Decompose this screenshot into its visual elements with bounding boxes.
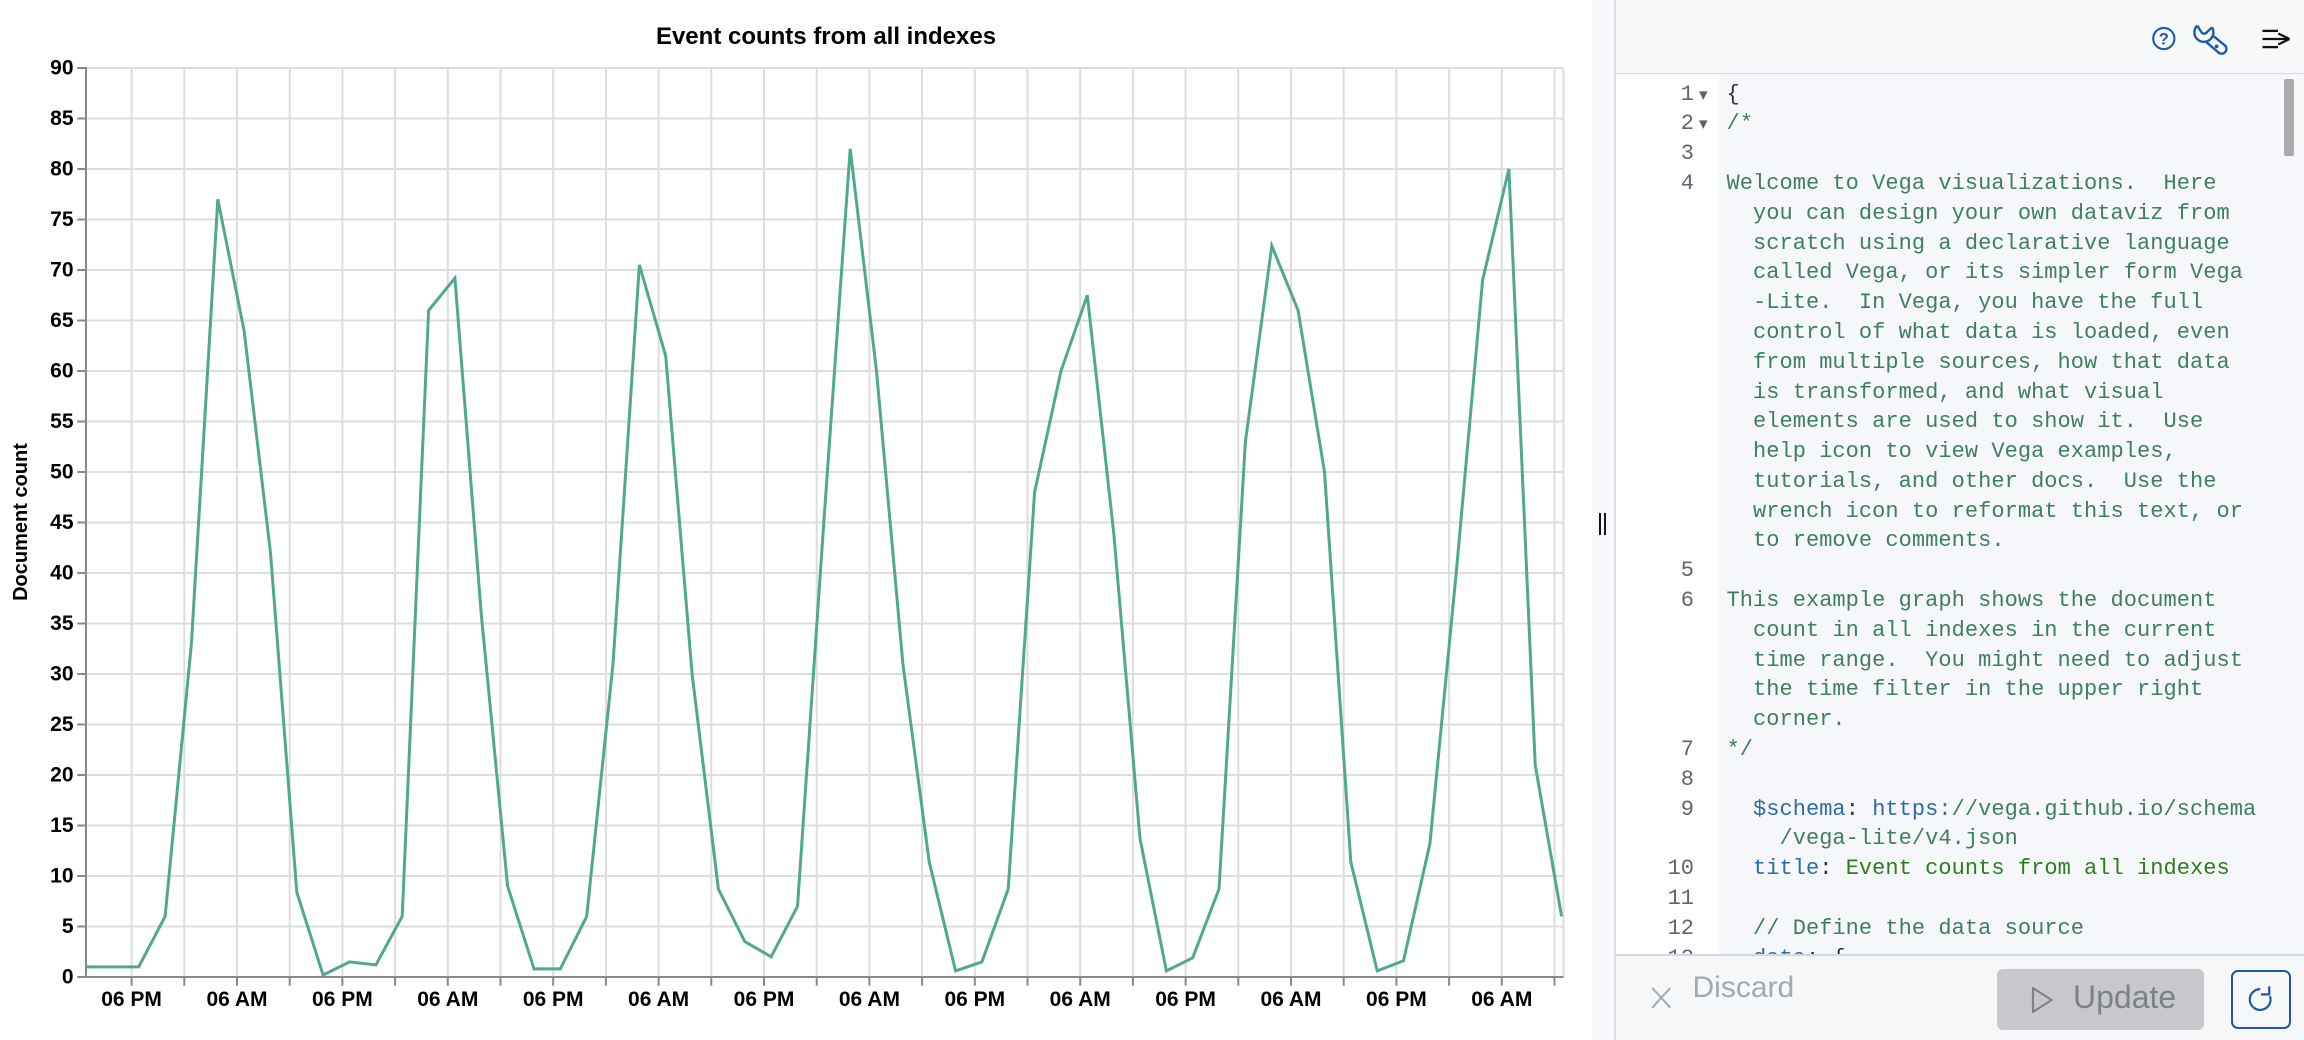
svg-text:10: 10 — [50, 865, 73, 888]
svg-text:40: 40 — [50, 562, 73, 585]
svg-text:Document count: Document count — [10, 443, 32, 601]
svg-text:06 PM: 06 PM — [944, 988, 1005, 1011]
svg-text:35: 35 — [50, 612, 74, 635]
svg-text:70: 70 — [50, 259, 73, 282]
svg-text:?: ? — [2159, 30, 2169, 48]
svg-text:06 AM: 06 AM — [1050, 988, 1111, 1011]
svg-text:80: 80 — [50, 158, 73, 181]
svg-text:06 PM: 06 PM — [101, 988, 162, 1011]
svg-text:75: 75 — [50, 208, 74, 231]
svg-text:06 PM: 06 PM — [1155, 988, 1216, 1011]
svg-text:06 AM: 06 AM — [1260, 988, 1321, 1011]
svg-text:06 PM: 06 PM — [734, 988, 795, 1011]
svg-text:90: 90 — [50, 57, 73, 80]
svg-text:50: 50 — [50, 461, 73, 484]
svg-text:06 AM: 06 AM — [628, 988, 689, 1011]
svg-text:0: 0 — [62, 966, 74, 989]
svg-text:5: 5 — [62, 915, 74, 938]
svg-text:06 PM: 06 PM — [523, 988, 584, 1011]
svg-text:45: 45 — [50, 511, 74, 534]
svg-text:55: 55 — [50, 410, 74, 433]
svg-text:15: 15 — [50, 814, 74, 837]
svg-text:06 AM: 06 AM — [1471, 988, 1532, 1011]
svg-text:60: 60 — [50, 360, 73, 383]
svg-text:30: 30 — [50, 663, 73, 686]
svg-text:06 AM: 06 AM — [839, 988, 900, 1011]
svg-text:06 AM: 06 AM — [206, 988, 267, 1011]
svg-text:Event counts from all indexes: Event counts from all indexes — [656, 23, 996, 50]
svg-text:65: 65 — [50, 309, 74, 332]
svg-text:25: 25 — [50, 713, 74, 736]
svg-text:06 PM: 06 PM — [312, 988, 373, 1011]
svg-text:06 PM: 06 PM — [1366, 988, 1427, 1011]
svg-text:06 AM: 06 AM — [417, 988, 478, 1011]
svg-text:20: 20 — [50, 764, 73, 787]
svg-text:85: 85 — [50, 107, 74, 130]
